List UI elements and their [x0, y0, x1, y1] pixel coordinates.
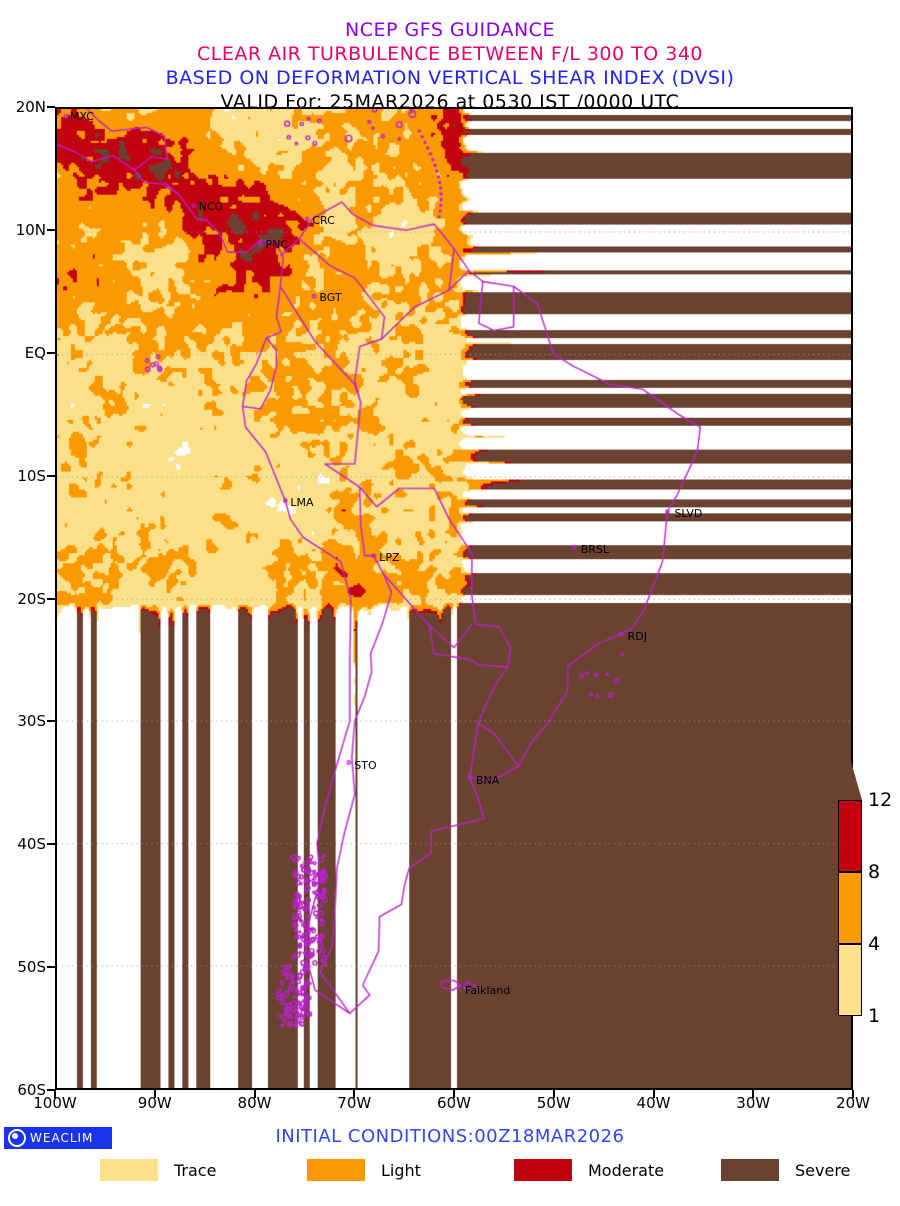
- lon-tick-label: 70W: [337, 1094, 372, 1112]
- lon-tick-mark: [54, 1090, 56, 1098]
- lat-tick-label: 40S: [17, 835, 46, 854]
- title-line-method: BASED ON DEFORMATION VERTICAL SHEAR INDE…: [165, 67, 735, 89]
- lat-tick-label: 10N: [15, 220, 46, 239]
- lon-tick-label: 50W: [536, 1094, 571, 1112]
- legend-item-moderate: Moderate: [514, 1159, 664, 1181]
- legend-label: Trace: [174, 1160, 217, 1180]
- lon-tick-mark: [253, 1090, 256, 1098]
- lon-tick-mark: [353, 1090, 356, 1098]
- lon-tick-mark: [453, 1090, 455, 1098]
- colorbar: 12 8 4 1: [838, 758, 892, 1206]
- city-label-pnc: PNC: [265, 238, 289, 252]
- city-label-rdj: RDJ: [627, 630, 647, 644]
- colorbar-segment: [838, 800, 862, 872]
- colorbar-bottom-arrow: [838, 1160, 862, 1206]
- colorbar-segment: [838, 872, 862, 944]
- colorbar-segment: [838, 944, 862, 1016]
- city-label-falkland: Falkland: [464, 984, 511, 997]
- lon-tick-mark: [752, 1090, 755, 1098]
- legend-item-trace: Trace: [100, 1159, 216, 1181]
- lon-tick-label: 40W: [636, 1094, 671, 1112]
- lat-tick-mark: [47, 1089, 55, 1091]
- lon-tick-mark: [552, 1090, 555, 1098]
- lat-tick-label: 30S: [17, 712, 46, 731]
- city-label-lpz: LPZ: [379, 551, 400, 565]
- city-label-ncg: NCG: [198, 200, 224, 214]
- lat-tick-mark: [47, 966, 55, 969]
- lon-tick-mark: [852, 1090, 854, 1098]
- city-label-bgt: BGT: [319, 290, 342, 304]
- legend-label: Severe: [795, 1160, 851, 1180]
- title-line-product: CLEAR AIR TURBULENCE BETWEEN F/L 300 TO …: [196, 43, 704, 65]
- turbulence-field-canvas: [57, 109, 851, 1088]
- colorbar-tick-label: 8: [868, 861, 881, 883]
- lat-tick-label: 20N: [15, 98, 46, 116]
- lon-tick-label: 20W: [836, 1094, 870, 1112]
- lon-tick-label: 80W: [237, 1094, 272, 1112]
- lat-tick-label: 50S: [17, 958, 46, 977]
- city-label-mxc: MXC: [69, 110, 94, 124]
- lat-tick-mark: [47, 597, 55, 600]
- lat-tick-label: 10S: [17, 466, 46, 485]
- lat-tick-label: 20S: [17, 589, 46, 608]
- lat-tick-mark: [47, 351, 55, 354]
- lon-tick-label: 100W: [33, 1094, 77, 1112]
- lon-tick-label: 30W: [736, 1094, 771, 1112]
- weaclim-logo: WEACLIM: [4, 1127, 112, 1149]
- initial-conditions-text: INITIAL CONDITIONS:00Z18MAR2026: [275, 1126, 625, 1147]
- legend-item-light: Light: [307, 1159, 421, 1181]
- lat-tick-label: 60S: [17, 1081, 46, 1099]
- title-block: NCEP GFS GUIDANCE CLEAR AIR TURBULENCE B…: [0, 0, 900, 113]
- legend-label: Moderate: [588, 1160, 665, 1180]
- lat-tick-mark: [47, 106, 55, 108]
- city-label-brsl: BRSL: [580, 542, 609, 556]
- colorbar-tick-label: 1: [868, 1005, 881, 1027]
- colorbar-tick-label: 4: [868, 933, 881, 955]
- legend-item-severe: Severe: [721, 1159, 850, 1181]
- city-label-sto: STO: [354, 759, 377, 773]
- map-plot-area[interactable]: MXC NCG CRC PNC BGT LMA LPZ BRSL SLVD RDJ STO BNA Fa…: [55, 107, 853, 1090]
- lat-tick-mark: [47, 843, 55, 846]
- lon-tick-label: 60W: [437, 1094, 471, 1112]
- lon-tick-mark: [652, 1090, 655, 1098]
- city-label-slvd: SLVD: [674, 507, 703, 521]
- severity-legend: Trace Light Moderate Severe: [0, 1155, 900, 1185]
- legend-swatch: [514, 1159, 572, 1181]
- city-label-crc: CRC: [312, 213, 335, 227]
- colorbar-tick-label: 12: [868, 789, 893, 811]
- legend-swatch: [100, 1159, 158, 1181]
- legend-label: Light: [381, 1160, 421, 1180]
- lat-tick-label: EQ: [24, 343, 46, 362]
- legend-swatch: [721, 1159, 779, 1181]
- lon-tick-mark: [153, 1090, 156, 1098]
- lat-tick-mark: [47, 228, 55, 231]
- colorbar-top-arrow: [838, 758, 862, 800]
- weaclim-circle-icon: [8, 1129, 26, 1147]
- legend-swatch: [307, 1159, 365, 1181]
- city-label-lma: LMA: [290, 496, 314, 510]
- lat-tick-mark: [47, 720, 55, 723]
- title-line-agency: NCEP GFS GUIDANCE: [345, 19, 555, 41]
- lat-tick-mark: [47, 474, 55, 477]
- lon-tick-label: 90W: [137, 1094, 172, 1112]
- city-label-bna: BNA: [475, 773, 500, 787]
- weaclim-logo-text: WEACLIM: [30, 1131, 94, 1145]
